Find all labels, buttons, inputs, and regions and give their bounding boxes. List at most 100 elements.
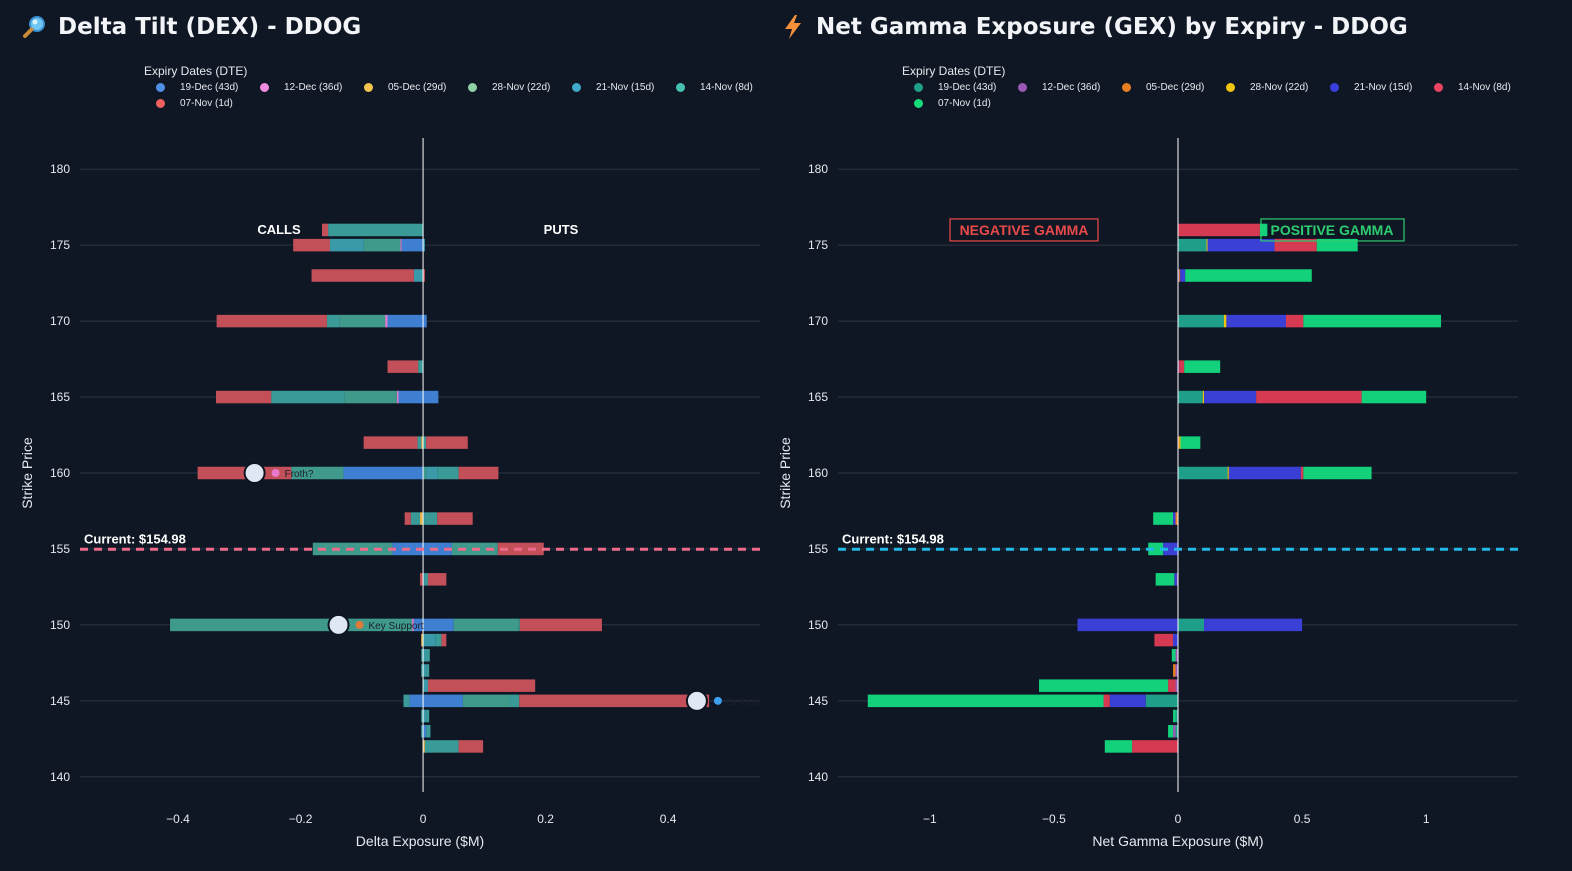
- dex-legend-item-12-dec-36d[interactable]: 12-Dec (36d): [248, 82, 352, 93]
- gex-bar-175-28-nov-22d-pos[interactable]: [1206, 238, 1208, 252]
- gex-bar-144-19-dec-43d-neg[interactable]: [1175, 709, 1178, 723]
- dex-bar-142-05-dec-29d-pos[interactable]: [423, 740, 425, 753]
- dex-bar-150-28-nov-22d-pos[interactable]: [453, 618, 519, 632]
- dex-bar-143-19-dec-43d-pos[interactable]: [423, 724, 427, 738]
- dex-bar-162-07-nov-1d-pos[interactable]: [426, 436, 468, 449]
- gex-bar-162-07-nov-1d-pos[interactable]: [1180, 436, 1201, 449]
- dex-annotation-marker-defend[interactable]: [685, 689, 708, 712]
- dex-bar-162-14-nov-8d-pos[interactable]: [423, 436, 427, 449]
- gex-bar-153-12-dec-36d-neg[interactable]: [1176, 573, 1178, 586]
- dex-bar-148-14-nov-8d-pos[interactable]: [425, 649, 430, 662]
- dex-bar-157-14-nov-8d-neg[interactable]: [410, 512, 420, 525]
- gex-bar-150-21-nov-15d-neg[interactable]: [1077, 618, 1178, 632]
- dex-bar-144-14-nov-8d-pos[interactable]: [426, 709, 430, 723]
- gex-bar-165-07-nov-1d-pos[interactable]: [1361, 390, 1427, 404]
- dex-bar-157-05-dec-29d-neg[interactable]: [420, 512, 424, 525]
- gex-bar-157-05-dec-29d-neg[interactable]: [1175, 512, 1178, 525]
- gex-bar-149-14-nov-8d-neg[interactable]: [1154, 633, 1174, 647]
- gex-bar-165-14-nov-8d-pos[interactable]: [1256, 390, 1362, 404]
- gex-bar-150-19-dec-43d-pos[interactable]: [1178, 618, 1205, 632]
- gex-bar-147-05-dec-29d-neg[interactable]: [1173, 664, 1176, 677]
- dex-bar-162-07-nov-1d-neg[interactable]: [363, 436, 418, 449]
- dex-bar-145-07-nov-1d-pos[interactable]: [519, 694, 710, 708]
- dex-bar-144-14-nov-8d-neg[interactable]: [421, 709, 424, 723]
- gex-bar-162-28-nov-22d-pos[interactable]: [1179, 436, 1181, 449]
- dex-bar-153-14-nov-8d-pos[interactable]: [424, 573, 428, 586]
- dex-bar-153-21-nov-15d-pos[interactable]: [423, 573, 425, 586]
- dex-bar-167-14-nov-8d-neg[interactable]: [418, 360, 424, 373]
- gex-bar-143-07-nov-1d-neg[interactable]: [1168, 724, 1174, 738]
- gex-bar-143-12-dec-36d-neg[interactable]: [1173, 724, 1176, 738]
- dex-legend-item-07-nov-1d[interactable]: 07-Nov (1d): [144, 98, 248, 109]
- gex-bar-145-21-nov-15d-neg[interactable]: [1109, 694, 1146, 708]
- gex-bar-145-14-nov-8d-neg[interactable]: [1103, 694, 1110, 708]
- gex-bar-148-12-dec-36d-neg[interactable]: [1175, 649, 1178, 662]
- dex-annotation-marker-froth[interactable]: [243, 462, 266, 484]
- gex-bar-142-07-nov-1d-neg[interactable]: [1104, 740, 1133, 753]
- gex-bar-173-07-nov-1d-pos[interactable]: [1185, 269, 1312, 282]
- dex-bar-145-14-nov-8d-pos[interactable]: [510, 694, 520, 708]
- gex-bar-173-12-dec-36d-pos[interactable]: [1178, 269, 1180, 282]
- dex-bar-160-28-nov-22d-neg[interactable]: [291, 466, 344, 480]
- dex-bar-143-14-nov-8d-pos[interactable]: [426, 724, 431, 738]
- dex-bar-149-05-dec-29d-neg[interactable]: [421, 633, 424, 647]
- dex-bar-157-21-nov-15d-pos[interactable]: [423, 512, 425, 525]
- gex-bar-175-21-nov-15d-pos[interactable]: [1207, 238, 1275, 252]
- gex-bar-157-21-nov-15d-neg[interactable]: [1173, 512, 1176, 525]
- dex-bar-175-07-nov-1d-neg[interactable]: [293, 238, 330, 252]
- dex-bar-160-21-nov-15d-pos[interactable]: [426, 466, 438, 480]
- dex-bar-144-21-nov-15d-pos[interactable]: [423, 709, 427, 723]
- dex-legend-item-14-nov-8d[interactable]: 14-Nov (8d): [664, 82, 768, 93]
- gex-legend-item-05-dec-29d[interactable]: 05-Dec (29d): [1110, 82, 1214, 93]
- dex-bar-165-19-dec-43d-pos[interactable]: [423, 390, 439, 404]
- dex-bar-165-07-nov-1d-neg[interactable]: [216, 390, 272, 404]
- gex-bar-175-19-dec-43d-pos[interactable]: [1178, 238, 1207, 252]
- gex-bar-167-07-nov-1d-pos[interactable]: [1184, 360, 1221, 373]
- dex-legend-item-28-nov-22d[interactable]: 28-Nov (22d): [456, 82, 560, 93]
- gex-bar-160-14-nov-8d-pos[interactable]: [1300, 466, 1304, 480]
- dex-bar-153-07-nov-1d-pos[interactable]: [427, 573, 447, 586]
- dex-bar-146-21-nov-15d-pos[interactable]: [423, 679, 428, 692]
- dex-bar-165-19-dec-43d-neg[interactable]: [398, 390, 424, 404]
- gex-bar-162-05-dec-29d-pos[interactable]: [1178, 436, 1180, 449]
- gex-bar-176-07-nov-1d-pos[interactable]: [1259, 223, 1268, 237]
- gex-bar-160-28-nov-22d-pos[interactable]: [1227, 466, 1229, 480]
- gex-bar-170-07-nov-1d-pos[interactable]: [1303, 314, 1442, 328]
- gex-bar-160-21-nov-15d-pos[interactable]: [1228, 466, 1301, 480]
- dex-bar-145-19-dec-43d-neg[interactable]: [409, 694, 424, 708]
- gex-bar-165-21-nov-15d-pos[interactable]: [1204, 390, 1257, 404]
- dex-bar-160-28-nov-22d-pos[interactable]: [423, 466, 427, 480]
- gex-bar-167-12-dec-36d-pos[interactable]: [1178, 360, 1180, 373]
- dex-bar-157-07-nov-1d-neg[interactable]: [404, 512, 411, 525]
- gex-bar-165-19-dec-43d-pos[interactable]: [1178, 390, 1203, 404]
- gex-bar-145-19-dec-43d-neg[interactable]: [1145, 694, 1178, 708]
- dex-bar-146-07-nov-1d-pos[interactable]: [427, 679, 536, 692]
- gex-bar-146-12-dec-36d-neg[interactable]: [1175, 679, 1178, 692]
- dex-bar-143-14-nov-8d-neg[interactable]: [421, 724, 424, 738]
- dex-bar-153-07-nov-1d-neg[interactable]: [420, 573, 424, 586]
- gex-bar-173-05-dec-29d-pos[interactable]: [1179, 269, 1181, 282]
- dex-bar-175-21-nov-15d-pos[interactable]: [423, 238, 425, 252]
- dex-bar-165-14-nov-8d-neg[interactable]: [271, 390, 345, 404]
- gex-legend-item-12-dec-36d[interactable]: 12-Dec (36d): [1006, 82, 1110, 93]
- dex-bar-149-07-nov-1d-pos[interactable]: [441, 633, 447, 647]
- dex-bar-160-07-nov-1d-pos[interactable]: [458, 466, 499, 480]
- dex-bar-150-07-nov-1d-pos[interactable]: [519, 618, 602, 632]
- gex-bar-143-19-dec-43d-neg[interactable]: [1175, 724, 1178, 738]
- gex-bar-147-12-dec-36d-neg[interactable]: [1175, 664, 1178, 677]
- dex-bar-150-28-nov-22d-neg[interactable]: [170, 618, 413, 632]
- gex-bar-153-21-nov-15d-neg[interactable]: [1174, 573, 1177, 586]
- dex-bar-176-14-nov-8d-neg[interactable]: [328, 223, 424, 237]
- dex-bar-170-19-dec-43d-pos[interactable]: [423, 314, 427, 328]
- dex-bar-170-19-dec-43d-neg[interactable]: [387, 314, 424, 328]
- dex-bar-175-12-dec-36d-neg[interactable]: [400, 238, 402, 252]
- dex-bar-175-19-dec-43d-neg[interactable]: [401, 238, 424, 252]
- dex-bar-162-05-dec-29d-neg[interactable]: [421, 436, 424, 449]
- dex-bar-162-14-nov-8d-neg[interactable]: [417, 436, 422, 449]
- gex-bar-173-21-nov-15d-pos[interactable]: [1180, 269, 1186, 282]
- dex-bar-148-14-nov-8d-neg[interactable]: [421, 649, 424, 662]
- gex-bar-170-28-nov-22d-pos[interactable]: [1223, 314, 1227, 328]
- dex-bar-145-28-nov-22d-pos[interactable]: [462, 694, 511, 708]
- dex-bar-173-21-nov-15d-neg[interactable]: [413, 269, 424, 282]
- gex-bar-167-14-nov-8d-pos[interactable]: [1179, 360, 1185, 373]
